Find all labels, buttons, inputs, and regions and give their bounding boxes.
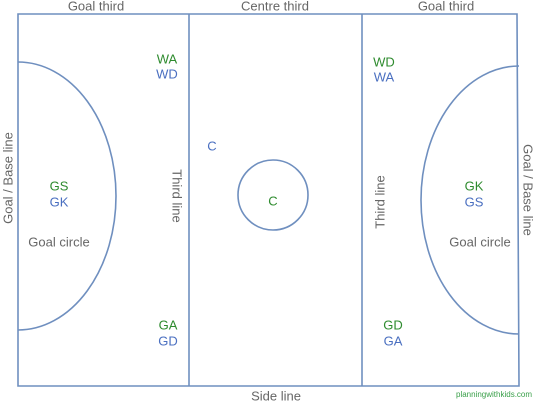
centre-circle	[237, 159, 309, 231]
position-wd-right: WD	[373, 54, 395, 70]
side-line-label: Side line	[251, 388, 301, 404]
position-gk-right: GK	[464, 178, 484, 194]
position-wa-left: WA	[156, 51, 178, 67]
goal-line-left-label: Goal / Base line	[0, 132, 16, 224]
position-gs-right: GS	[464, 194, 484, 210]
position-c-blue: C	[207, 138, 217, 154]
position-gs-left: GS	[49, 178, 69, 194]
goal-third-right-label: Goal third	[417, 0, 475, 14]
position-gd-right: GD	[383, 317, 403, 333]
goal-line-right-label: Goal / Base line	[520, 144, 535, 236]
third-line-left-label: Third line	[169, 169, 185, 223]
goal-circle-left	[17, 61, 117, 331]
position-ga-right: GA	[383, 333, 403, 349]
goal-circle-right	[420, 65, 520, 335]
position-ga-left: GA	[158, 317, 178, 333]
centre-third-label: Centre third	[241, 0, 309, 14]
goal-circle-right-label: Goal circle	[449, 234, 511, 250]
third-line-right-label: Third line	[372, 175, 388, 229]
position-gd-left: GD	[158, 333, 178, 349]
goal-circle-left-label: Goal circle	[28, 234, 90, 250]
position-wa-right: WA	[373, 69, 395, 85]
watermark: planningwithkids.com	[456, 390, 533, 399]
position-wd-left: WD	[156, 66, 178, 82]
court-boundary	[17, 13, 520, 387]
position-gk-left: GK	[49, 194, 69, 210]
goal-third-left-label: Goal third	[67, 0, 125, 14]
centre-circle-label: C	[268, 193, 278, 209]
